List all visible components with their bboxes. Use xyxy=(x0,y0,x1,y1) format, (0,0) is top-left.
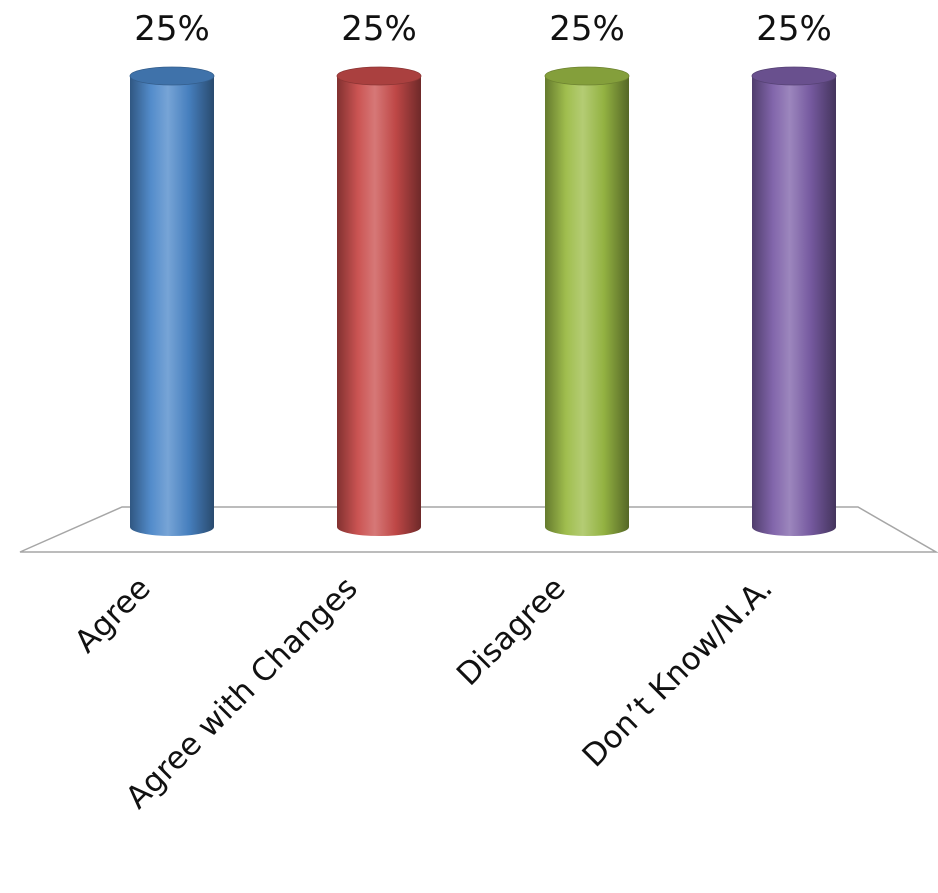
bar-top-2 xyxy=(544,66,630,86)
bar-top-1 xyxy=(336,66,422,86)
bar-2 xyxy=(545,76,629,536)
category-label-0: Agree xyxy=(68,570,158,660)
category-label-2: Disagree xyxy=(450,570,573,693)
data-label-3: 25% xyxy=(756,9,832,49)
category-label-1: Agree with Changes xyxy=(119,570,365,816)
bar-top-0 xyxy=(129,66,215,86)
data-label-1: 25% xyxy=(341,9,417,49)
category-label-3: Don’t Know/N.A. xyxy=(576,570,780,774)
data-label-2: 25% xyxy=(549,9,625,49)
bar-0 xyxy=(130,76,214,536)
data-labels-group: 25% 25% 25% 25% xyxy=(134,9,832,49)
bar-3 xyxy=(752,76,836,536)
bars-group xyxy=(129,66,837,536)
bar-1 xyxy=(337,76,421,536)
bar-top-3 xyxy=(751,66,837,86)
data-label-0: 25% xyxy=(134,9,210,49)
